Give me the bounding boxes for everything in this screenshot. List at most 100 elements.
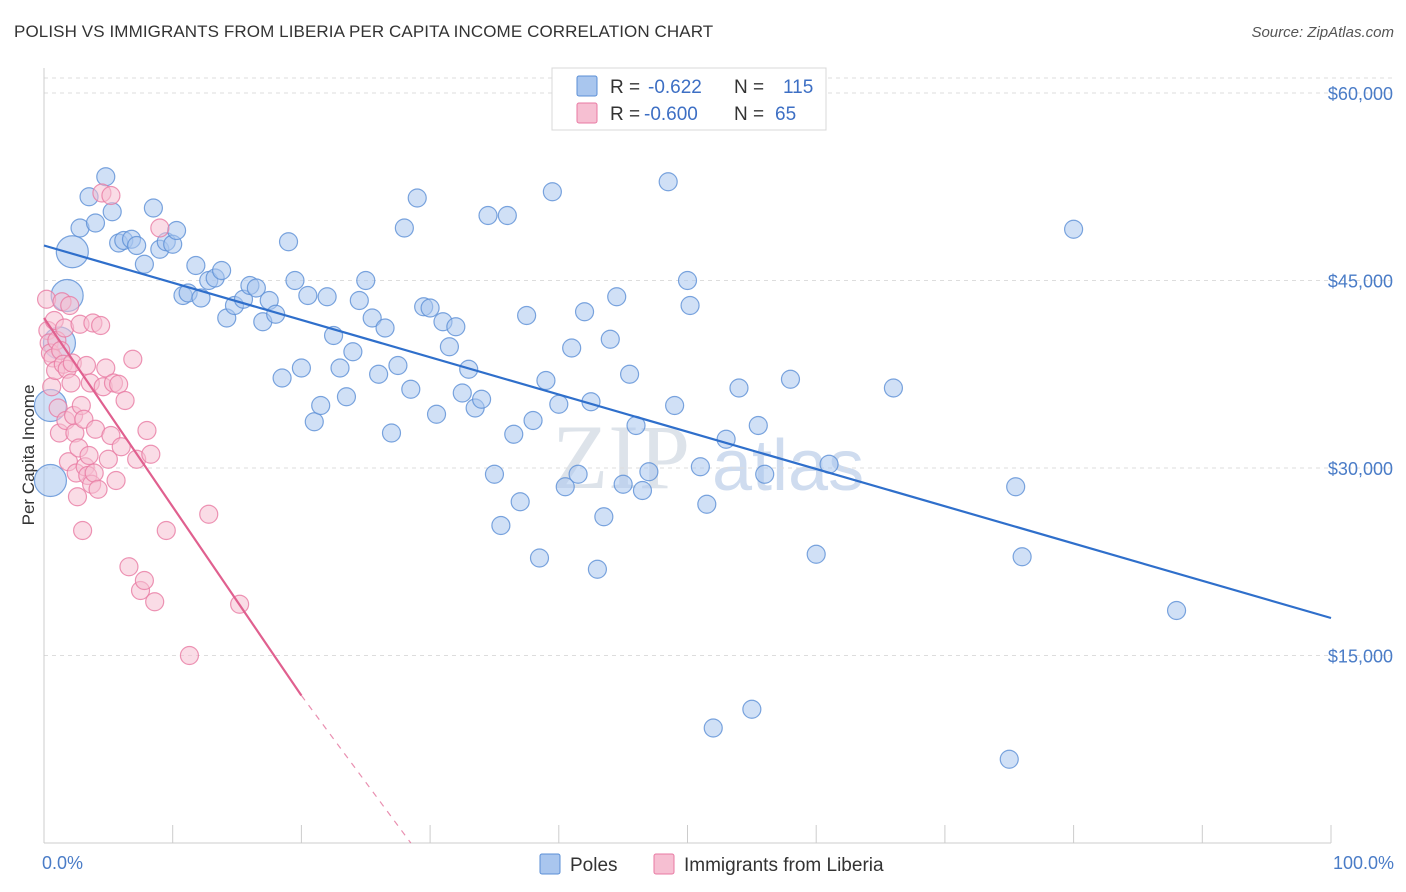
- poles-point-89: [619, 364, 640, 384]
- poles-point-15: [143, 198, 163, 218]
- poles-point-94: [665, 395, 685, 416]
- y-tick-label-2: $45,000: [1328, 272, 1393, 292]
- trend-lines: [43, 244, 1332, 844]
- poles-point-109: [999, 749, 1019, 769]
- poles-point-77: [542, 182, 562, 202]
- y-tick-label-1: $30,000: [1328, 459, 1393, 479]
- poles-point-31: [246, 278, 266, 298]
- legend-r-value-poles: -0.622: [648, 77, 702, 98]
- legend-box: [551, 67, 827, 131]
- legend-swatch-poles: [576, 75, 598, 97]
- legend-n-label-liberia: N =: [734, 104, 764, 125]
- liberia-point-48: [111, 437, 131, 457]
- bottom-legend-label-poles: Poles: [570, 855, 618, 876]
- poles-point-56: [407, 188, 427, 208]
- axes: [43, 68, 1332, 844]
- poles-point-67: [478, 205, 498, 226]
- y-tick-label-3: $60,000: [1328, 84, 1393, 104]
- poles-point-59: [426, 404, 447, 424]
- legend-n-value-liberia: 65: [775, 104, 796, 125]
- liberia-point-40: [91, 315, 111, 336]
- poles-point-45: [336, 387, 357, 407]
- legend-n-label-poles: N =: [734, 77, 764, 98]
- x-tick-labels: 0.0% 100.0%: [42, 853, 1394, 873]
- poles-point-37: [285, 270, 305, 291]
- liberia-point-54: [134, 570, 154, 591]
- y-axis-title: Per Capita Income: [19, 385, 38, 526]
- poles-point-63: [452, 383, 472, 403]
- liberia-point-64: [101, 185, 121, 206]
- poles-point-82: [574, 302, 595, 322]
- watermark-atlas: atlas: [712, 426, 864, 506]
- poles-point-62: [446, 317, 466, 337]
- liberia-point-43: [98, 449, 118, 469]
- poles-point-54: [394, 218, 414, 238]
- liberia-point-50: [119, 557, 139, 577]
- legend-r-label-liberia: R =: [610, 104, 640, 125]
- poles-point-7: [85, 213, 106, 233]
- poles-point-46: [343, 342, 363, 362]
- legend-n-value-poles: 115: [783, 77, 813, 98]
- poles-point-103: [748, 415, 768, 436]
- watermark: ZIP atlas: [552, 406, 864, 508]
- poles-point-1: [33, 463, 68, 498]
- poles-point-72: [510, 492, 530, 512]
- trendline-liberia-extension: [300, 695, 412, 844]
- poles-point-14: [134, 254, 154, 274]
- poles-point-113: [1166, 600, 1187, 621]
- poles-point-22: [186, 255, 206, 276]
- bottom-legend: Poles Immigrants from Liberia: [539, 853, 884, 876]
- liberia-point-57: [145, 592, 165, 612]
- poles-point-39: [298, 285, 318, 306]
- liberia-point-39: [88, 479, 108, 499]
- legend-r-value-liberia: -0.600: [644, 104, 698, 125]
- legend: R = -0.622 N = 115 R = -0.600 N = 65: [551, 67, 827, 131]
- poles-point-91: [632, 480, 653, 501]
- poles-point-76: [536, 370, 556, 391]
- poles-point-93: [658, 172, 678, 192]
- liberia-point-4: [42, 377, 62, 397]
- liberia-point-56: [141, 444, 161, 464]
- trendline-poles: [43, 244, 1332, 620]
- bottom-legend-label-liberia: Immigrants from Liberia: [684, 855, 884, 876]
- poles-point-38: [291, 358, 311, 378]
- poles-point-68: [484, 464, 505, 484]
- liberia-point-47: [109, 374, 129, 394]
- bottom-legend-swatch-liberia: [653, 853, 675, 875]
- x-tick-label-1: 100.0%: [1333, 853, 1394, 873]
- poles-point-97: [690, 457, 710, 477]
- poles-point-84: [587, 559, 608, 579]
- poles-point-4: [55, 235, 89, 269]
- liberia-point-19: [61, 373, 81, 393]
- poles-point-88: [613, 474, 633, 494]
- liberia-point-28: [73, 520, 93, 541]
- poles-point-51: [375, 318, 395, 338]
- poles-point-80: [562, 338, 582, 358]
- liberia-point-37: [84, 463, 104, 483]
- poles-point-73: [517, 305, 537, 326]
- liberia-point-59: [156, 520, 176, 541]
- poles-point-96: [680, 295, 700, 316]
- liberia-point-60: [179, 645, 200, 666]
- poles-point-8: [96, 167, 116, 187]
- liberia-point-18: [60, 295, 80, 316]
- poles-point-44: [330, 358, 350, 378]
- poles-point-99: [703, 718, 723, 738]
- poles-point-111: [1012, 547, 1032, 567]
- poles-point-92: [639, 462, 659, 482]
- poles-point-71: [504, 424, 524, 444]
- bottom-legend-swatch-poles: [539, 853, 561, 875]
- poles-point-53: [388, 355, 408, 376]
- poles-point-70: [497, 205, 517, 226]
- poles-point-50: [369, 364, 389, 384]
- poles-point-48: [356, 270, 376, 291]
- poles-point-85: [594, 507, 614, 527]
- liberia-point-51: [123, 349, 143, 369]
- poles-point-19: [166, 220, 187, 241]
- poles-point-41: [311, 395, 331, 416]
- poles-point-98: [697, 494, 717, 514]
- poles-point-26: [212, 260, 232, 281]
- poles-point-106: [806, 544, 826, 564]
- poles-point-52: [381, 423, 402, 443]
